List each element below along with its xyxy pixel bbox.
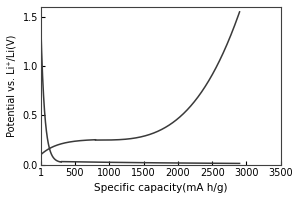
X-axis label: Specific capacity(mA h/g): Specific capacity(mA h/g) [94, 183, 227, 193]
Y-axis label: Potential vs. Li⁺/Li(V): Potential vs. Li⁺/Li(V) [7, 35, 17, 137]
